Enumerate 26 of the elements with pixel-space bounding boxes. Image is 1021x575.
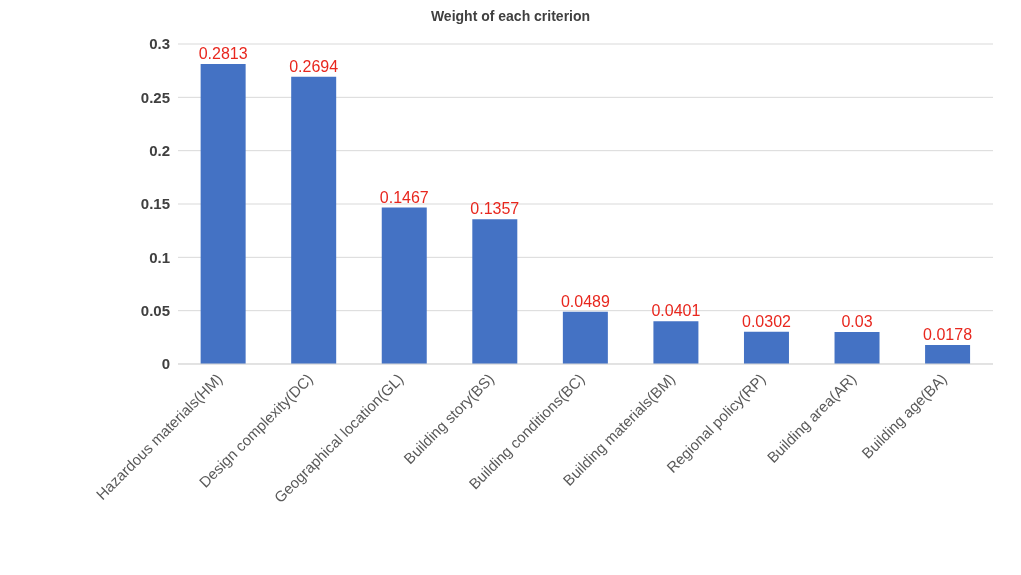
bar <box>472 219 518 364</box>
y-tick-label: 0.25 <box>140 88 170 106</box>
bar <box>834 332 880 364</box>
bar <box>562 311 608 364</box>
y-tick-label: 0 <box>161 355 170 373</box>
data-label: 0.0489 <box>560 292 610 310</box>
y-tick-label: 0.1 <box>149 248 170 266</box>
y-tick-label: 0.3 <box>149 35 170 53</box>
data-label: 0.0178 <box>923 326 973 344</box>
bar <box>925 345 971 364</box>
y-tick-label: 0.2 <box>149 141 170 159</box>
data-label: 0.0302 <box>742 312 792 330</box>
bar <box>381 207 427 364</box>
data-label: 0.2694 <box>289 57 339 75</box>
data-label: 0.1467 <box>379 188 429 206</box>
data-label: 0.03 <box>841 313 873 330</box>
bar <box>653 321 699 364</box>
chart-title: Weight of each criterion <box>429 8 592 24</box>
bar <box>200 63 246 364</box>
data-label: 0.1357 <box>470 200 520 218</box>
data-label: 0.2813 <box>198 44 248 62</box>
bar <box>291 76 337 364</box>
data-label: 0.0401 <box>651 302 701 320</box>
y-tick-label: 0.05 <box>140 301 170 319</box>
y-tick-label: 0.15 <box>140 195 170 213</box>
bar <box>743 331 789 364</box>
